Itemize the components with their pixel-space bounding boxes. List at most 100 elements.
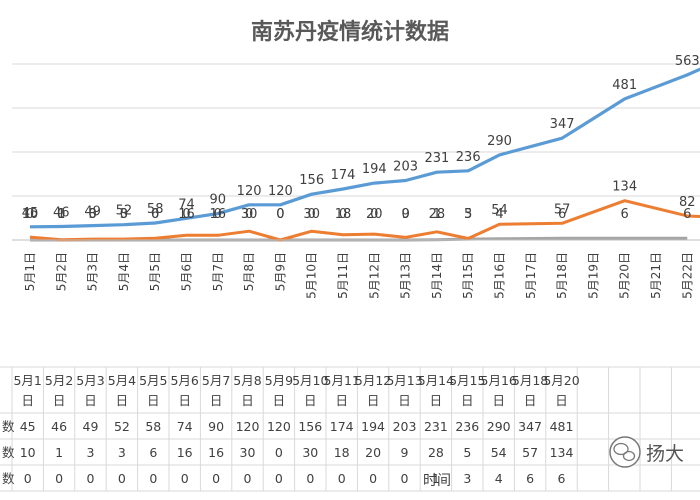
x-tick-label-21: 5月22日: [680, 252, 694, 299]
table-cell-s2-4: 0: [149, 471, 157, 486]
data-label-s0-2: 49: [84, 205, 101, 220]
table-header-5: 5月6 日: [170, 373, 198, 408]
data-label-s1-13: 28: [429, 207, 446, 222]
table-cell-s2-14: 3: [463, 471, 471, 486]
x-axis-title: 时间: [423, 473, 451, 489]
wechat-bubble-small-icon: [622, 450, 636, 462]
data-label-s1-14: 5: [464, 207, 472, 222]
table-cell-s1-13: 28: [428, 445, 444, 460]
x-tick-label-10: 5月11日: [336, 252, 350, 299]
table-header-14: 5月15 日: [449, 373, 485, 408]
data-label-s1-17: 57: [554, 202, 571, 217]
table-cell-s0-8: 120: [267, 419, 291, 434]
table-cell-s0-1: 46: [51, 419, 67, 434]
table-cell-s1-15: 54: [491, 445, 507, 460]
data-label-s2-14: 3: [464, 207, 472, 222]
table-cell-s2-17: 6: [558, 471, 566, 486]
data-label-s0-10: 174: [331, 168, 356, 183]
data-label-s1-21: 82: [679, 195, 696, 210]
table-cell-s1-16: 57: [522, 445, 538, 460]
data-label-s0-7: 120: [237, 184, 262, 199]
table-header-16: 5月18 日: [512, 373, 548, 408]
table-cell-s0-16: 347: [518, 419, 542, 434]
data-label-s0-4: 58: [147, 202, 164, 217]
table-cell-s1-6: 16: [208, 445, 224, 460]
table-cell-s2-3: 0: [118, 471, 126, 486]
table-cell-s1-10: 18: [334, 445, 350, 460]
data-label-s2-19: 6: [621, 207, 629, 222]
data-label-s1-11: 20: [366, 207, 383, 222]
x-tick-label-14: 5月15日: [461, 252, 475, 299]
data-label-s2-15: 4: [495, 207, 503, 222]
data-label-s0-8: 120: [268, 184, 293, 199]
data-label-s2-5: 0: [182, 207, 190, 222]
table-header-9: 5月10 日: [292, 373, 328, 408]
table-cell-s0-6: 90: [208, 419, 224, 434]
table-cell-s2-16: 6: [526, 471, 534, 486]
x-tick-label-3: 5月4日: [117, 252, 131, 291]
table-cell-s0-5: 74: [177, 419, 193, 434]
x-tick-label-9: 5月10日: [305, 252, 319, 299]
table-cell-s1-14: 5: [463, 445, 471, 460]
x-tick-label-16: 5月17日: [524, 252, 538, 299]
data-label-s2-4: 0: [151, 207, 159, 222]
data-label-s1-5: 16: [178, 207, 195, 222]
x-tick-label-2: 5月3日: [86, 252, 100, 291]
x-tick-label-13: 5月14日: [430, 252, 444, 299]
table-cell-s0-9: 156: [298, 419, 322, 434]
table-header-6: 5月7 日: [202, 373, 230, 408]
table-header-2: 5月3 日: [76, 373, 104, 408]
x-tick-label-18: 5月19日: [586, 252, 600, 299]
data-label-s1-15: 54: [491, 203, 508, 218]
table-cell-s0-17: 481: [550, 419, 574, 434]
data-label-s0-19: 481: [612, 78, 637, 93]
table-cell-s1-8: 0: [275, 445, 283, 460]
data-label-s0-12: 203: [393, 159, 418, 174]
table-header-3: 5月4 日: [108, 373, 136, 408]
table-cell-s1-9: 30: [302, 445, 318, 460]
x-tick-label-1: 5月2日: [54, 252, 68, 291]
table-header-0: 5月1 日: [13, 373, 41, 408]
x-axis-ticks: 5月1日 5月2日 5月3日 5月4日 5月5日 5月6日 5月7日 5月8日 5月9日 5月10…: [12, 239, 700, 299]
data-label-s0-6: 90: [210, 193, 227, 208]
table-cell-s0-3: 52: [114, 419, 130, 434]
x-tick-label-15: 5月16日: [493, 252, 507, 299]
table-row-stub-1: 数: [2, 445, 15, 460]
table-cell-s0-14: 236: [455, 419, 479, 434]
series-line-0: [29, 73, 688, 229]
data-label-s1-7: 30: [241, 207, 258, 222]
table-header-15: 5月16 日: [481, 373, 517, 408]
table-cell-s0-13: 231: [424, 419, 448, 434]
table-cell-s0-12: 203: [393, 419, 417, 434]
data-label-s2-11: 0: [370, 207, 378, 222]
table-header-1: 5月2 日: [45, 373, 73, 408]
table-cell-s1-7: 30: [240, 445, 256, 460]
watermark: 扬大: [609, 436, 684, 468]
data-label-s1-1: 1: [57, 207, 65, 222]
table-cell-s1-3: 3: [118, 445, 126, 460]
data-label-s1-6: 16: [210, 207, 227, 222]
table-cell-s2-1: 0: [55, 471, 63, 486]
table-header-11: 5月12 日: [355, 373, 391, 408]
chart-title: 南苏丹疫情统计数据: [250, 20, 449, 45]
data-label-s0-5: 74: [178, 197, 195, 212]
data-label-s0-14: 236: [456, 150, 481, 165]
table-cell-s2-10: 0: [338, 471, 346, 486]
table-cell-s1-1: 1: [55, 445, 63, 460]
data-label-s2-8: 0: [276, 207, 284, 222]
data-label-s2-12: 0: [401, 207, 409, 222]
x-tick-label-12: 5月13日: [399, 252, 413, 299]
table-cell-s2-11: 0: [369, 471, 377, 486]
data-label-s1-10: 18: [335, 207, 352, 222]
table-header-4: 5月5 日: [139, 373, 167, 408]
table-header-13: 5月14 日: [418, 373, 454, 408]
table-cell-s1-17: 134: [550, 445, 574, 460]
table-row-stub-2: 数: [2, 471, 15, 486]
table-cell-s0-15: 290: [487, 419, 511, 434]
data-label-s0-3: 52: [116, 204, 133, 219]
table-header-17: 5月20 日: [543, 373, 579, 408]
table-cell-s2-6: 0: [212, 471, 220, 486]
data-label-s1-0: 10: [22, 207, 39, 222]
data-label-s1-19: 134: [612, 180, 637, 195]
